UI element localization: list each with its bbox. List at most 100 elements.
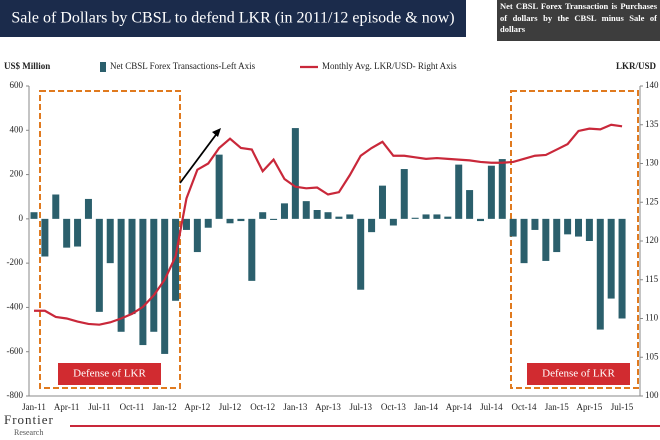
bar — [444, 216, 452, 219]
bar — [84, 198, 92, 219]
note-box — [497, 0, 660, 41]
x-tick-label: Oct-14 — [512, 402, 537, 412]
x-tick-label: Jul-13 — [349, 402, 372, 412]
x-tick-label: Apr-11 — [54, 402, 79, 412]
bar — [520, 218, 528, 264]
bar — [117, 218, 125, 332]
x-tick-label: Jul-11 — [88, 402, 110, 412]
x-tick-label: Jul-14 — [480, 402, 503, 412]
highlight-box — [510, 90, 639, 389]
bar — [52, 194, 60, 219]
bar — [215, 154, 223, 219]
highlight-box — [39, 90, 181, 389]
bar — [280, 203, 288, 219]
bar — [585, 218, 593, 241]
x-tick-label: Jan-15 — [545, 402, 569, 412]
annotation: Defense of LKR — [73, 368, 146, 380]
x-tick-label: Oct-13 — [381, 402, 406, 412]
y-tick-label: -800 — [7, 390, 24, 400]
bar — [270, 218, 278, 220]
annotation-box — [58, 363, 161, 385]
y-tick-label: 400 — [10, 124, 24, 134]
annotation: Defense of LKR — [542, 368, 615, 380]
y-tick-label: 600 — [10, 80, 24, 90]
bar — [259, 212, 267, 219]
legend-swatch — [100, 62, 106, 72]
bar — [226, 218, 234, 224]
x-tick-label: Oct-12 — [250, 402, 275, 412]
bar — [575, 218, 582, 237]
x-tick-label: Jan-11 — [22, 402, 46, 412]
y2-tick-label: 100 — [645, 390, 659, 400]
x-tick-label: Apr-12 — [184, 402, 210, 412]
bar — [139, 218, 147, 346]
title-bar — [0, 0, 466, 37]
y-tick-label: -600 — [7, 346, 24, 356]
x-tick-label: Jul-12 — [219, 402, 242, 412]
bar — [400, 169, 408, 219]
x-tick-label: Jan-14 — [414, 402, 438, 412]
y-axis-title: US$ Million — [4, 61, 50, 71]
arrow-head — [212, 128, 221, 137]
bar — [150, 218, 158, 332]
y-tick-label: -400 — [7, 301, 24, 311]
x-tick-label: Apr-13 — [315, 402, 341, 412]
x-tick-label: Jan-13 — [283, 402, 307, 412]
y-tick-label: 0 — [19, 213, 24, 223]
legend-label: Monthly Avg. LKR/USD- Right Axis — [322, 61, 457, 71]
bar — [389, 218, 397, 226]
note-text: Net CBSL Forex Transaction is Purchases … — [500, 1, 657, 34]
bar — [128, 218, 136, 315]
bar — [487, 165, 495, 219]
bar — [335, 216, 343, 219]
bar — [596, 218, 604, 330]
bar — [422, 214, 430, 219]
y-tick-label: 200 — [10, 169, 24, 179]
bar — [41, 218, 49, 257]
y2-tick-label: 125 — [645, 196, 659, 206]
line — [34, 123, 623, 326]
bar — [74, 218, 82, 247]
bar — [346, 214, 354, 219]
chart-title: Sale of Dollars by CBSL to defend LKR (i… — [11, 10, 454, 27]
bar — [193, 218, 201, 253]
legend-label: Net CBSL Forex Transactions-Left Axis — [110, 61, 256, 71]
bar — [498, 159, 506, 219]
bar — [357, 218, 365, 290]
bar — [302, 201, 310, 219]
bar — [564, 218, 572, 235]
y2-tick-label: 115 — [645, 274, 659, 284]
x-tick-label: Jan-12 — [153, 402, 177, 412]
x-tick-label: Jul-15 — [611, 402, 634, 412]
bar — [324, 212, 332, 219]
bar — [172, 218, 180, 301]
y2-tick-label: 130 — [645, 158, 659, 168]
bar — [182, 218, 190, 230]
bar — [466, 190, 474, 219]
bar — [455, 164, 463, 219]
bar — [433, 214, 441, 219]
annotation-box — [527, 363, 630, 385]
bar — [553, 218, 561, 253]
bar — [618, 218, 626, 319]
note: Net CBSL Forex Transaction is Purchases … — [500, 1, 657, 34]
bar — [313, 210, 321, 219]
arrow — [179, 131, 219, 184]
bar — [161, 218, 169, 354]
x-tick-label: Oct-11 — [120, 402, 145, 412]
logo: Frontier — [4, 412, 54, 427]
bar — [368, 218, 376, 233]
y2-axis-title: LKR/USD — [616, 61, 657, 71]
y2-tick-label: 110 — [645, 313, 659, 323]
x-tick-label: Apr-15 — [576, 402, 602, 412]
bar — [607, 218, 615, 299]
y2-tick-label: 105 — [645, 351, 659, 361]
bar — [30, 212, 38, 219]
bar — [204, 218, 212, 228]
bar — [63, 218, 71, 248]
bar — [378, 185, 386, 219]
bar — [106, 218, 114, 264]
y2-tick-label: 120 — [645, 235, 659, 245]
bar — [248, 218, 256, 281]
y-tick-label: -200 — [7, 257, 24, 267]
